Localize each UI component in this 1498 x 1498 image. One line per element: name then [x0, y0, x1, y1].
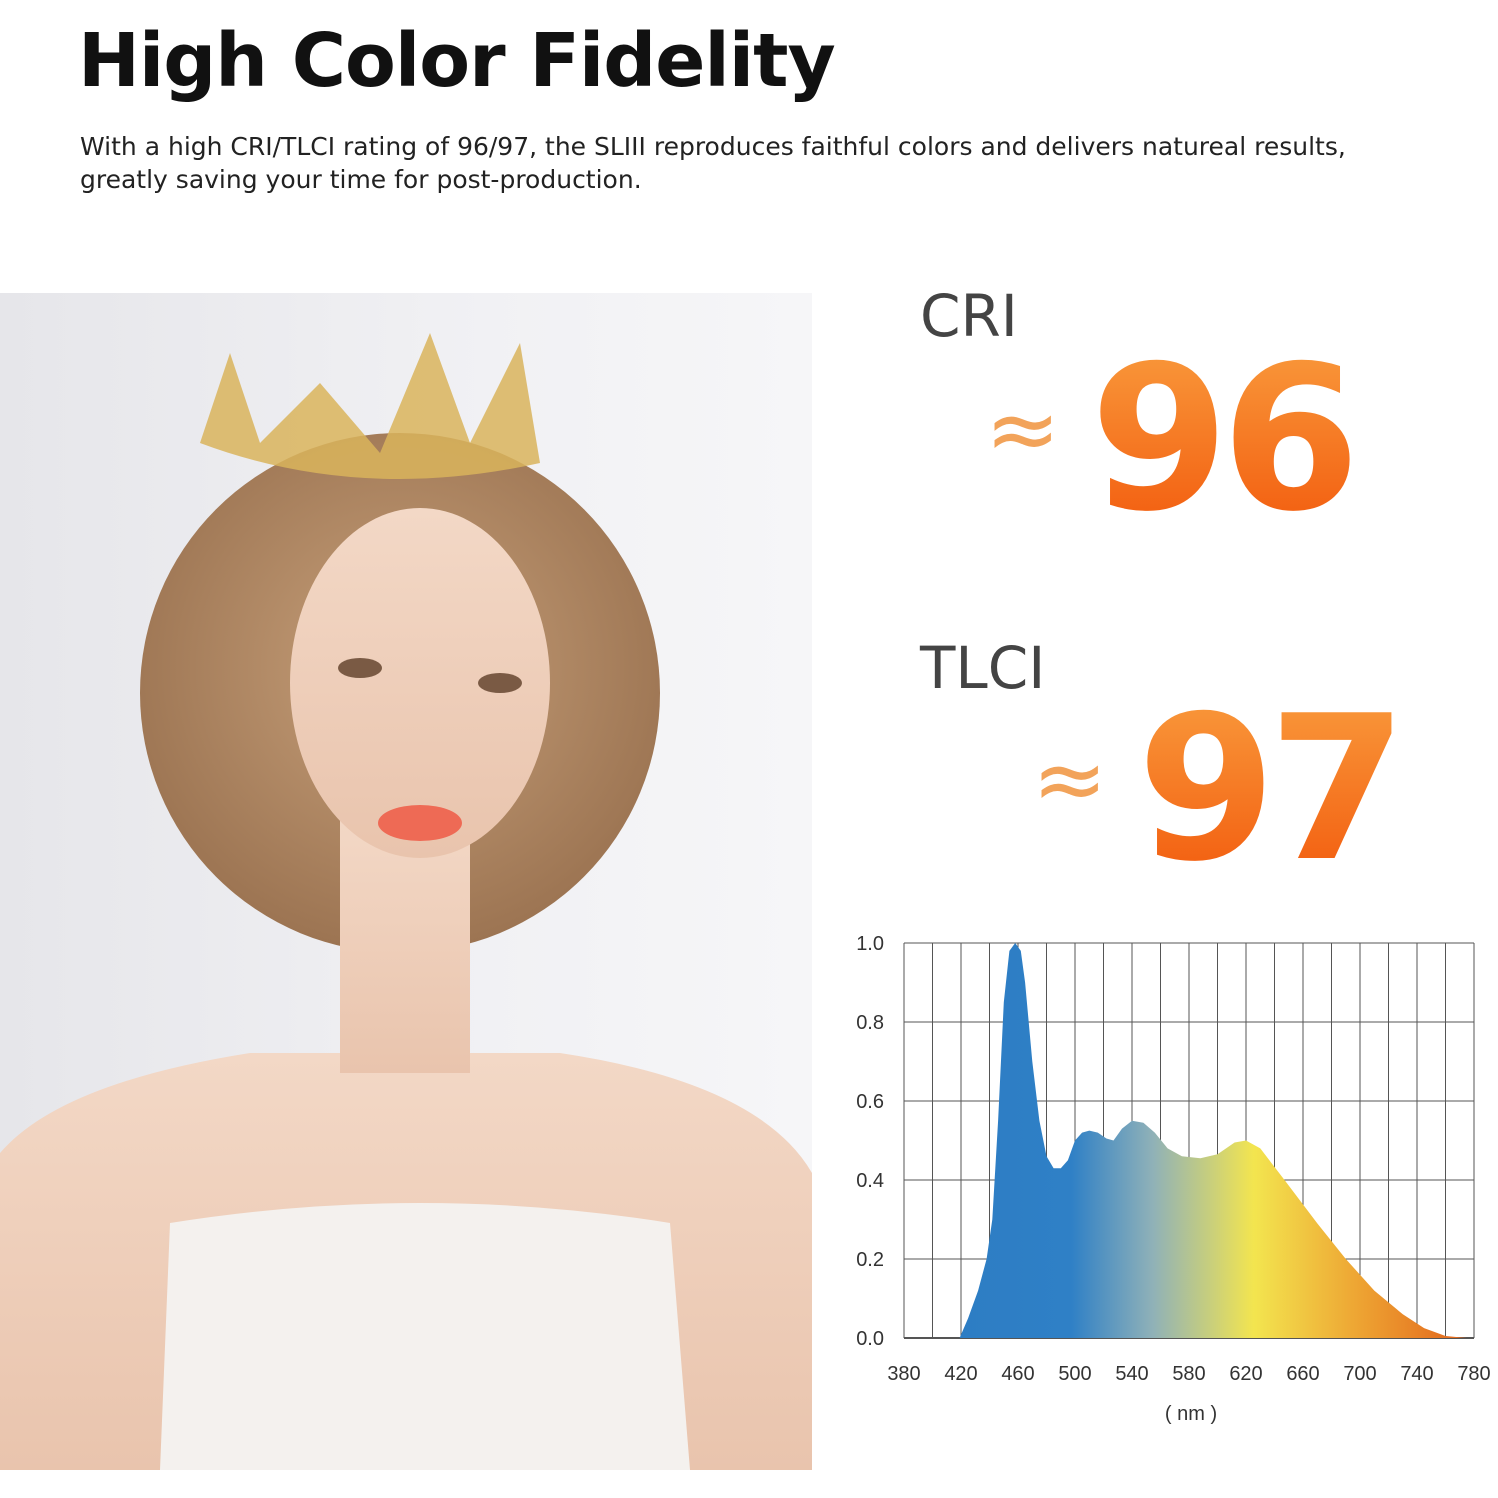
x-tick-label: 540: [1115, 1363, 1148, 1385]
y-tick-label: 0.6: [856, 1091, 884, 1113]
y-tick-label: 0.8: [856, 1012, 884, 1034]
tlci-value: 97: [1137, 673, 1407, 906]
x-tick-label: 500: [1058, 1363, 1091, 1385]
x-tick-label: 380: [887, 1363, 920, 1385]
x-tick-label: 460: [1001, 1363, 1034, 1385]
spectrum-chart: 380 420 460 500 540 580 620 660 700 740 780 0.0 0.2 0…: [856, 933, 1491, 1425]
approx-icon: ≈: [1032, 727, 1108, 832]
y-tick-label: 0.2: [856, 1249, 884, 1271]
x-tick-label: 420: [944, 1363, 977, 1385]
y-tick-label: 0.0: [856, 1328, 884, 1350]
y-tick-label: 0.4: [856, 1170, 884, 1192]
x-tick-label: 580: [1172, 1363, 1205, 1385]
tlci-label: TLCI: [920, 634, 1046, 702]
x-tick-label: 780: [1457, 1363, 1490, 1385]
x-axis-label: ( nm ): [1165, 1403, 1217, 1425]
model-photo: [0, 293, 812, 1470]
cri-value: 96: [1090, 323, 1360, 556]
y-tick-label: 1.0: [856, 933, 884, 955]
page-title: High Color Fidelity: [78, 18, 836, 104]
description: With a high CRI/TLCI rating of 96/97, th…: [80, 132, 1346, 194]
x-tick-label: 700: [1343, 1363, 1376, 1385]
x-tick-label: 660: [1286, 1363, 1319, 1385]
cri-label: CRI: [920, 282, 1018, 350]
x-tick-label: 740: [1400, 1363, 1433, 1385]
spectrum-area: [959, 943, 1467, 1338]
approx-icon: ≈: [985, 377, 1061, 482]
x-tick-label: 620: [1229, 1363, 1262, 1385]
